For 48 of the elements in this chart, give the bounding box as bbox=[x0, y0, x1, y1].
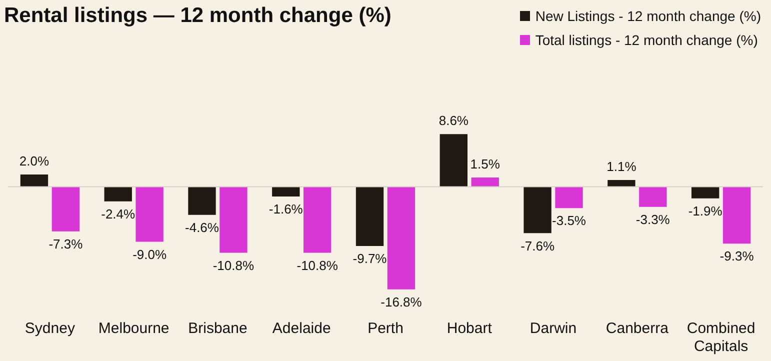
data-label: -3.3% bbox=[636, 212, 670, 227]
data-label: -9.0% bbox=[132, 246, 167, 262]
x-tick-label: Brisbane bbox=[188, 320, 248, 338]
x-tick-label: Melbourne bbox=[98, 320, 170, 338]
data-label: -2.4% bbox=[101, 206, 136, 222]
bar bbox=[608, 180, 636, 187]
data-label: 1.1% bbox=[606, 159, 637, 174]
x-tick-label: Combined Capitals bbox=[686, 320, 756, 356]
legend-label: New Listings - 12 month change (%) bbox=[535, 8, 761, 24]
data-label: -9.3% bbox=[720, 248, 754, 264]
x-tick-label: Adelaide bbox=[272, 320, 331, 338]
bar bbox=[220, 186, 248, 253]
data-label: -9.7% bbox=[352, 251, 388, 266]
data-label: -3.5% bbox=[552, 213, 586, 228]
data-label: -10.8% bbox=[296, 258, 338, 273]
data-label: -1.6% bbox=[268, 202, 304, 217]
data-label: -7.6% bbox=[520, 238, 555, 254]
bar bbox=[387, 186, 416, 290]
bar bbox=[272, 186, 300, 196]
bar bbox=[691, 186, 720, 198]
bar bbox=[440, 134, 468, 187]
bar bbox=[639, 186, 667, 207]
bar bbox=[524, 186, 552, 234]
bar bbox=[304, 186, 332, 253]
data-label: -10.8% bbox=[212, 258, 254, 273]
x-tick-label: Darwin bbox=[530, 320, 577, 338]
data-label: 1.5% bbox=[470, 156, 500, 172]
data-label: -16.8% bbox=[380, 294, 422, 310]
bar bbox=[722, 186, 751, 244]
bar bbox=[471, 178, 499, 187]
data-label: -4.6% bbox=[185, 220, 220, 235]
data-label: 2.0% bbox=[19, 154, 50, 169]
bar bbox=[188, 186, 216, 215]
bar bbox=[136, 186, 164, 242]
x-tick-label: Canberra bbox=[606, 320, 670, 338]
x-tick-label: Hobart bbox=[446, 320, 493, 338]
bar bbox=[356, 186, 384, 246]
bar bbox=[52, 186, 80, 232]
x-tick-label: Perth bbox=[368, 320, 404, 338]
data-label: -1.9% bbox=[688, 203, 723, 218]
data-label: -7.3% bbox=[48, 236, 84, 252]
bar bbox=[20, 174, 48, 187]
chart-title: Rental listings — 12 month change (%) bbox=[4, 4, 392, 28]
bar bbox=[555, 186, 583, 208]
bar bbox=[104, 186, 132, 202]
data-label: 8.6% bbox=[438, 113, 469, 128]
legend-label: Total listings - 12 month change (%) bbox=[535, 32, 758, 48]
x-tick-label: Sydney bbox=[24, 320, 76, 338]
